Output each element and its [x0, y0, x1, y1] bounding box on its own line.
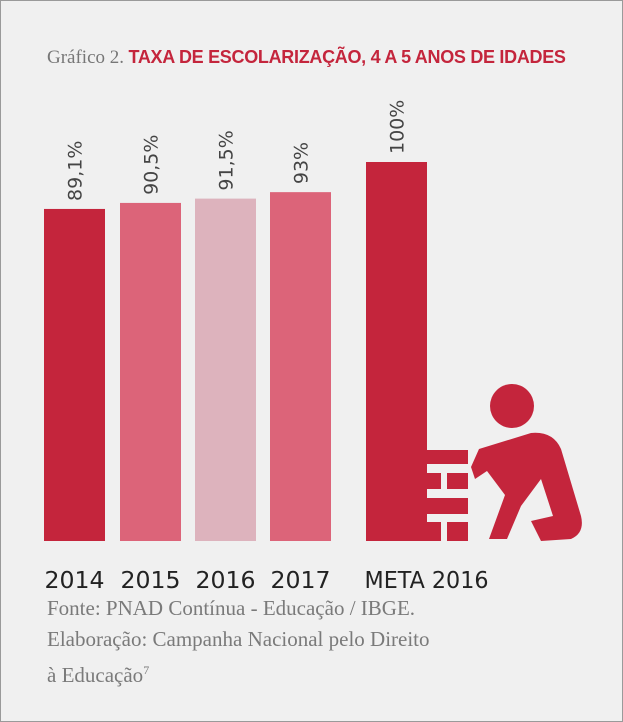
x-tick-label: 2016 — [196, 568, 256, 594]
bars: 89,1% 2014 90,5% 2015 91,5% 2016 93% 2017 100% ME… — [44, 100, 489, 594]
footnote: 7 — [143, 663, 150, 677]
source: Fonte: PNAD Contínua - Educação / IBGE. … — [47, 593, 430, 691]
bar — [120, 202, 181, 541]
title: Gráfico 2. TAXA DE ESCOLARIZAÇÃO, 4 A 5 … — [47, 47, 566, 69]
source-line: à Educação7 — [47, 655, 430, 691]
chart-title: TAXA DE ESCOLARIZAÇÃO, 4 A 5 ANOS DE IDA… — [128, 47, 566, 67]
value-label: 100% — [387, 100, 409, 154]
x-tick-label: 2017 — [271, 568, 331, 594]
title-prefix: Gráfico 2. — [47, 47, 125, 68]
bar — [270, 192, 331, 542]
source-line: Fonte: PNAD Contínua - Educação / IBGE. — [47, 596, 416, 620]
body — [471, 432, 582, 541]
brick — [423, 522, 441, 541]
bar — [366, 162, 427, 541]
bar — [195, 198, 256, 541]
source-line: à Educação — [47, 663, 144, 687]
value-label: 90,5% — [141, 135, 163, 195]
worker-icon — [398, 384, 582, 541]
brick — [447, 522, 468, 541]
value-label: 91,5% — [216, 130, 238, 190]
brick — [398, 498, 468, 514]
head — [490, 384, 534, 428]
brick — [447, 473, 468, 489]
value-label: 89,1% — [65, 141, 87, 201]
brick — [398, 450, 468, 464]
source-line: Elaboração: Campanha Nacional pelo Direi… — [47, 627, 430, 651]
bar — [44, 208, 105, 541]
x-tick-label: 2014 — [45, 568, 105, 594]
x-tick-label: META 2016 — [365, 568, 489, 594]
value-label: 93% — [291, 142, 313, 184]
x-tick-label: 2015 — [121, 568, 181, 594]
brick — [423, 473, 441, 489]
